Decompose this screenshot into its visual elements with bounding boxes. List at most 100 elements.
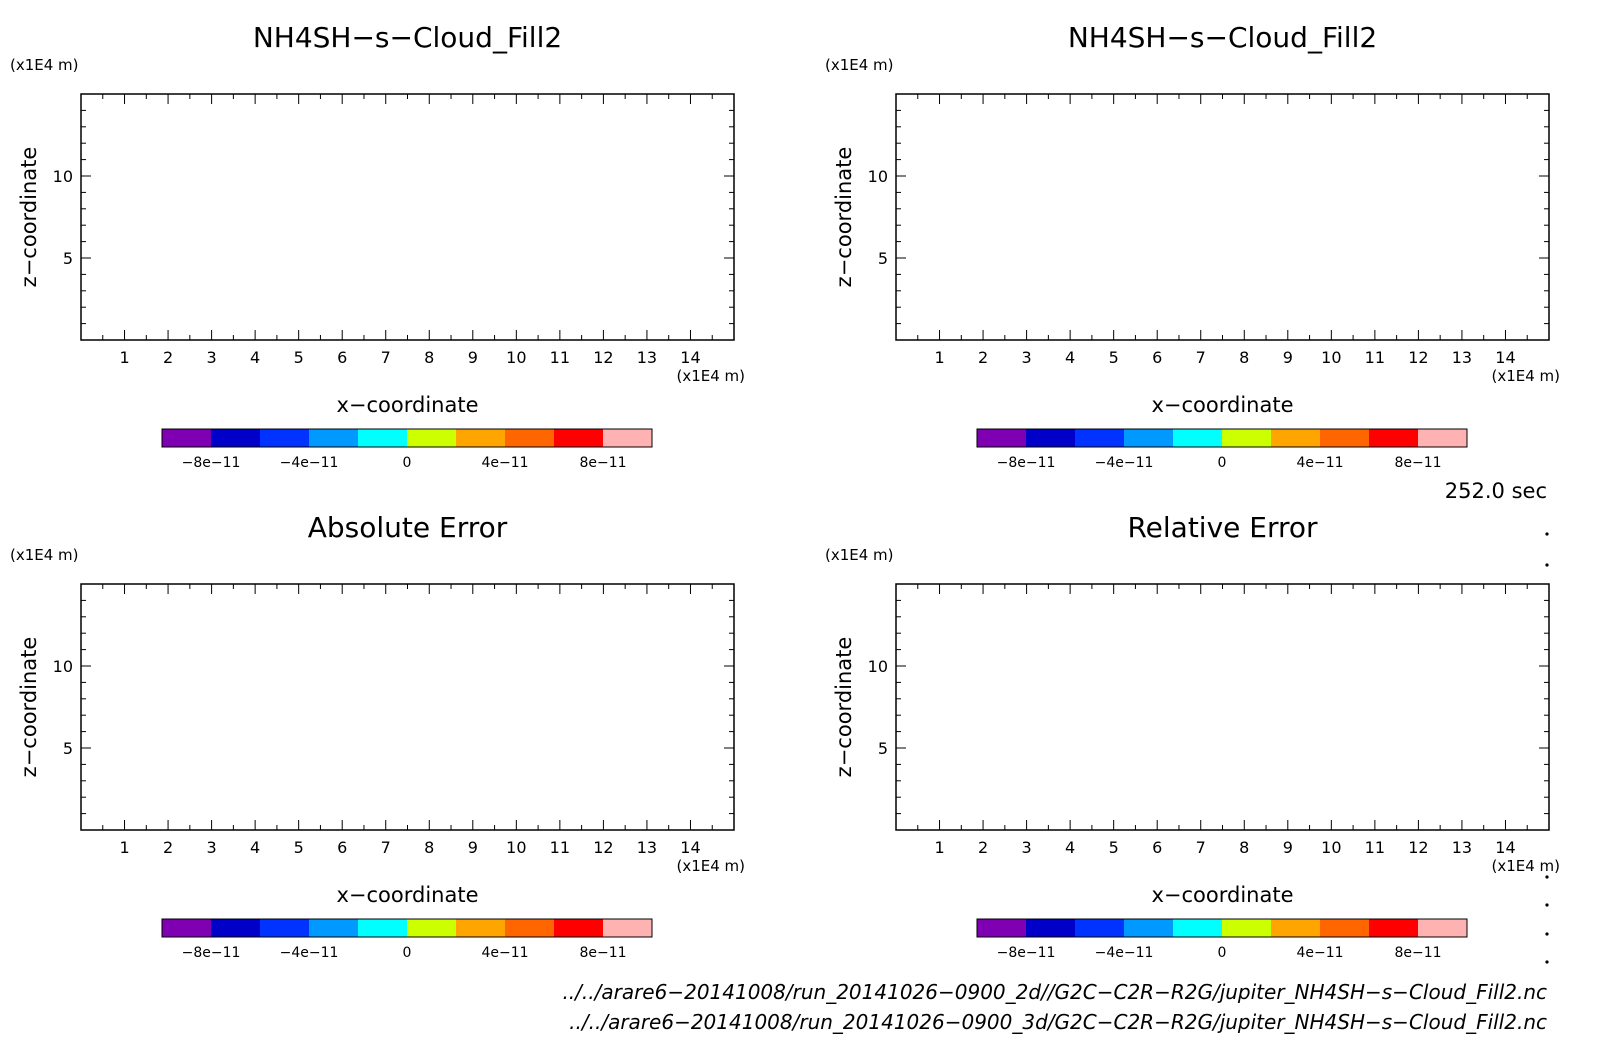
x-tick-label: 4	[250, 348, 260, 367]
colorbar-tick-label: 8e−11	[1394, 455, 1441, 471]
x-tick-label: 3	[207, 348, 217, 367]
colorbar-swatch	[1075, 919, 1125, 937]
colorbar-swatch	[1026, 429, 1076, 447]
x-tick-label: 11	[550, 838, 570, 857]
x-tick-label: 11	[550, 348, 570, 367]
panel-title: Relative Error	[1127, 511, 1318, 544]
margin-dot	[1545, 875, 1549, 879]
colorbar-swatch	[456, 919, 506, 937]
x-tick-label: 6	[337, 838, 347, 857]
colorbar-tick-label: 0	[1218, 455, 1227, 471]
x-tick-label: 1	[934, 348, 944, 367]
panel-title: Absolute Error	[308, 511, 508, 544]
x-tick-label: 14	[680, 838, 700, 857]
colorbar-swatch	[1124, 429, 1174, 447]
file-path-2: ../../arare6−20141008/run_20141026−0900_…	[569, 1010, 1547, 1034]
colorbar-tick-label: 4e−11	[1296, 455, 1343, 471]
x-tick-label: 4	[1065, 838, 1075, 857]
colorbar-swatch	[1026, 919, 1076, 937]
colorbar-swatch	[260, 919, 310, 937]
y-axis-label: z−coordinate	[17, 147, 41, 288]
y-axis-label: z−coordinate	[832, 637, 856, 778]
colorbar-tick-label: −4e−11	[1095, 455, 1154, 471]
colorbar-swatch	[211, 919, 261, 937]
x-tick-label: 8	[1239, 838, 1249, 857]
colorbar-swatch	[1320, 429, 1370, 447]
x-tick-label: 5	[294, 838, 304, 857]
colorbar-swatch	[309, 429, 359, 447]
x-tick-label: 1	[934, 838, 944, 857]
y-unit-label: (x1E4 m)	[10, 546, 79, 564]
colorbar-swatch	[162, 919, 212, 937]
y-tick-label: 10	[868, 657, 888, 676]
x-axis-label: x−coordinate	[336, 883, 478, 907]
y-axis-label: z−coordinate	[17, 637, 41, 778]
y-tick-label: 5	[63, 249, 73, 268]
colorbar-tick-label: 8e−11	[579, 945, 626, 961]
colorbar-swatch	[456, 429, 506, 447]
x-tick-label: 3	[1022, 348, 1032, 367]
colorbar-tick-label: −8e−11	[182, 945, 241, 961]
y-tick-label: 5	[63, 739, 73, 758]
colorbar-swatch	[1369, 919, 1419, 937]
colorbar-frame	[976, 428, 1468, 448]
colorbar-tick-label: 4e−11	[481, 455, 528, 471]
x-tick-label: 2	[978, 838, 988, 857]
colorbar-tick-label: −4e−11	[1095, 945, 1154, 961]
x-tick-label: 6	[337, 348, 347, 367]
colorbar-swatch	[162, 429, 212, 447]
colorbar-tick-label: 8e−11	[579, 455, 626, 471]
y-axis-label: z−coordinate	[832, 147, 856, 288]
colorbar-swatch	[505, 919, 555, 937]
x-tick-label: 5	[294, 348, 304, 367]
x-unit-label: (x1E4 m)	[676, 857, 745, 875]
x-unit-label: (x1E4 m)	[1491, 367, 1560, 385]
colorbar-swatch	[358, 919, 408, 937]
colorbar-frame	[161, 918, 653, 938]
x-tick-label: 6	[1152, 348, 1162, 367]
x-tick-label: 2	[163, 838, 173, 857]
colorbar-swatch	[1173, 429, 1223, 447]
x-tick-label: 8	[424, 838, 434, 857]
x-tick-label: 1	[119, 838, 129, 857]
colorbar-swatch	[603, 429, 653, 447]
x-tick-label: 7	[1196, 348, 1206, 367]
colorbar-frame	[976, 918, 1468, 938]
file-path-1: ../../arare6−20141008/run_20141026−0900_…	[562, 980, 1547, 1004]
panel-4: Relative Error(x1E4 m)1 2 3 4 5 6 7 8 9 10 11 12 13 1…	[825, 511, 1560, 961]
colorbar-frame	[161, 428, 653, 448]
colorbar-tick-label: −4e−11	[280, 945, 339, 961]
colorbar-swatch	[358, 429, 408, 447]
colorbar-swatch	[309, 919, 359, 937]
panel-2: NH4SH−s−Cloud_Fill2(x1E4 m)1 2 3 4 5 6 7 8 9 10 11…	[825, 21, 1560, 471]
x-tick-label: 10	[1321, 838, 1341, 857]
plot-area	[895, 93, 1550, 341]
x-tick-label: 13	[637, 838, 657, 857]
x-axis-label: x−coordinate	[336, 393, 478, 417]
colorbar-swatch	[407, 429, 457, 447]
y-tick-label: 10	[868, 167, 888, 186]
colorbar-tick-label: 0	[1218, 945, 1227, 961]
x-tick-label: 12	[593, 838, 613, 857]
x-tick-label: 4	[250, 838, 260, 857]
panel-1: NH4SH−s−Cloud_Fill2(x1E4 m)1 2 3 4 5 6 7 8 9 10 11…	[10, 21, 745, 471]
x-tick-label: 10	[506, 348, 526, 367]
colorbar-tick-label: −8e−11	[997, 945, 1056, 961]
x-tick-label: 1	[119, 348, 129, 367]
colorbar-swatch	[505, 429, 555, 447]
x-tick-label: 13	[1452, 348, 1472, 367]
x-tick-label: 12	[593, 348, 613, 367]
colorbar-swatch	[1222, 429, 1272, 447]
x-tick-label: 3	[207, 838, 217, 857]
x-unit-label: (x1E4 m)	[1491, 857, 1560, 875]
colorbar-swatch	[603, 919, 653, 937]
colorbar-swatch	[1320, 919, 1370, 937]
colorbar-swatch	[1369, 429, 1419, 447]
colorbar-swatch	[977, 429, 1027, 447]
panel-title: NH4SH−s−Cloud_Fill2	[253, 21, 562, 54]
margin-dot	[1545, 932, 1549, 936]
colorbar-tick-label: 8e−11	[1394, 945, 1441, 961]
y-tick-label: 5	[878, 739, 888, 758]
x-tick-label: 14	[1495, 348, 1515, 367]
